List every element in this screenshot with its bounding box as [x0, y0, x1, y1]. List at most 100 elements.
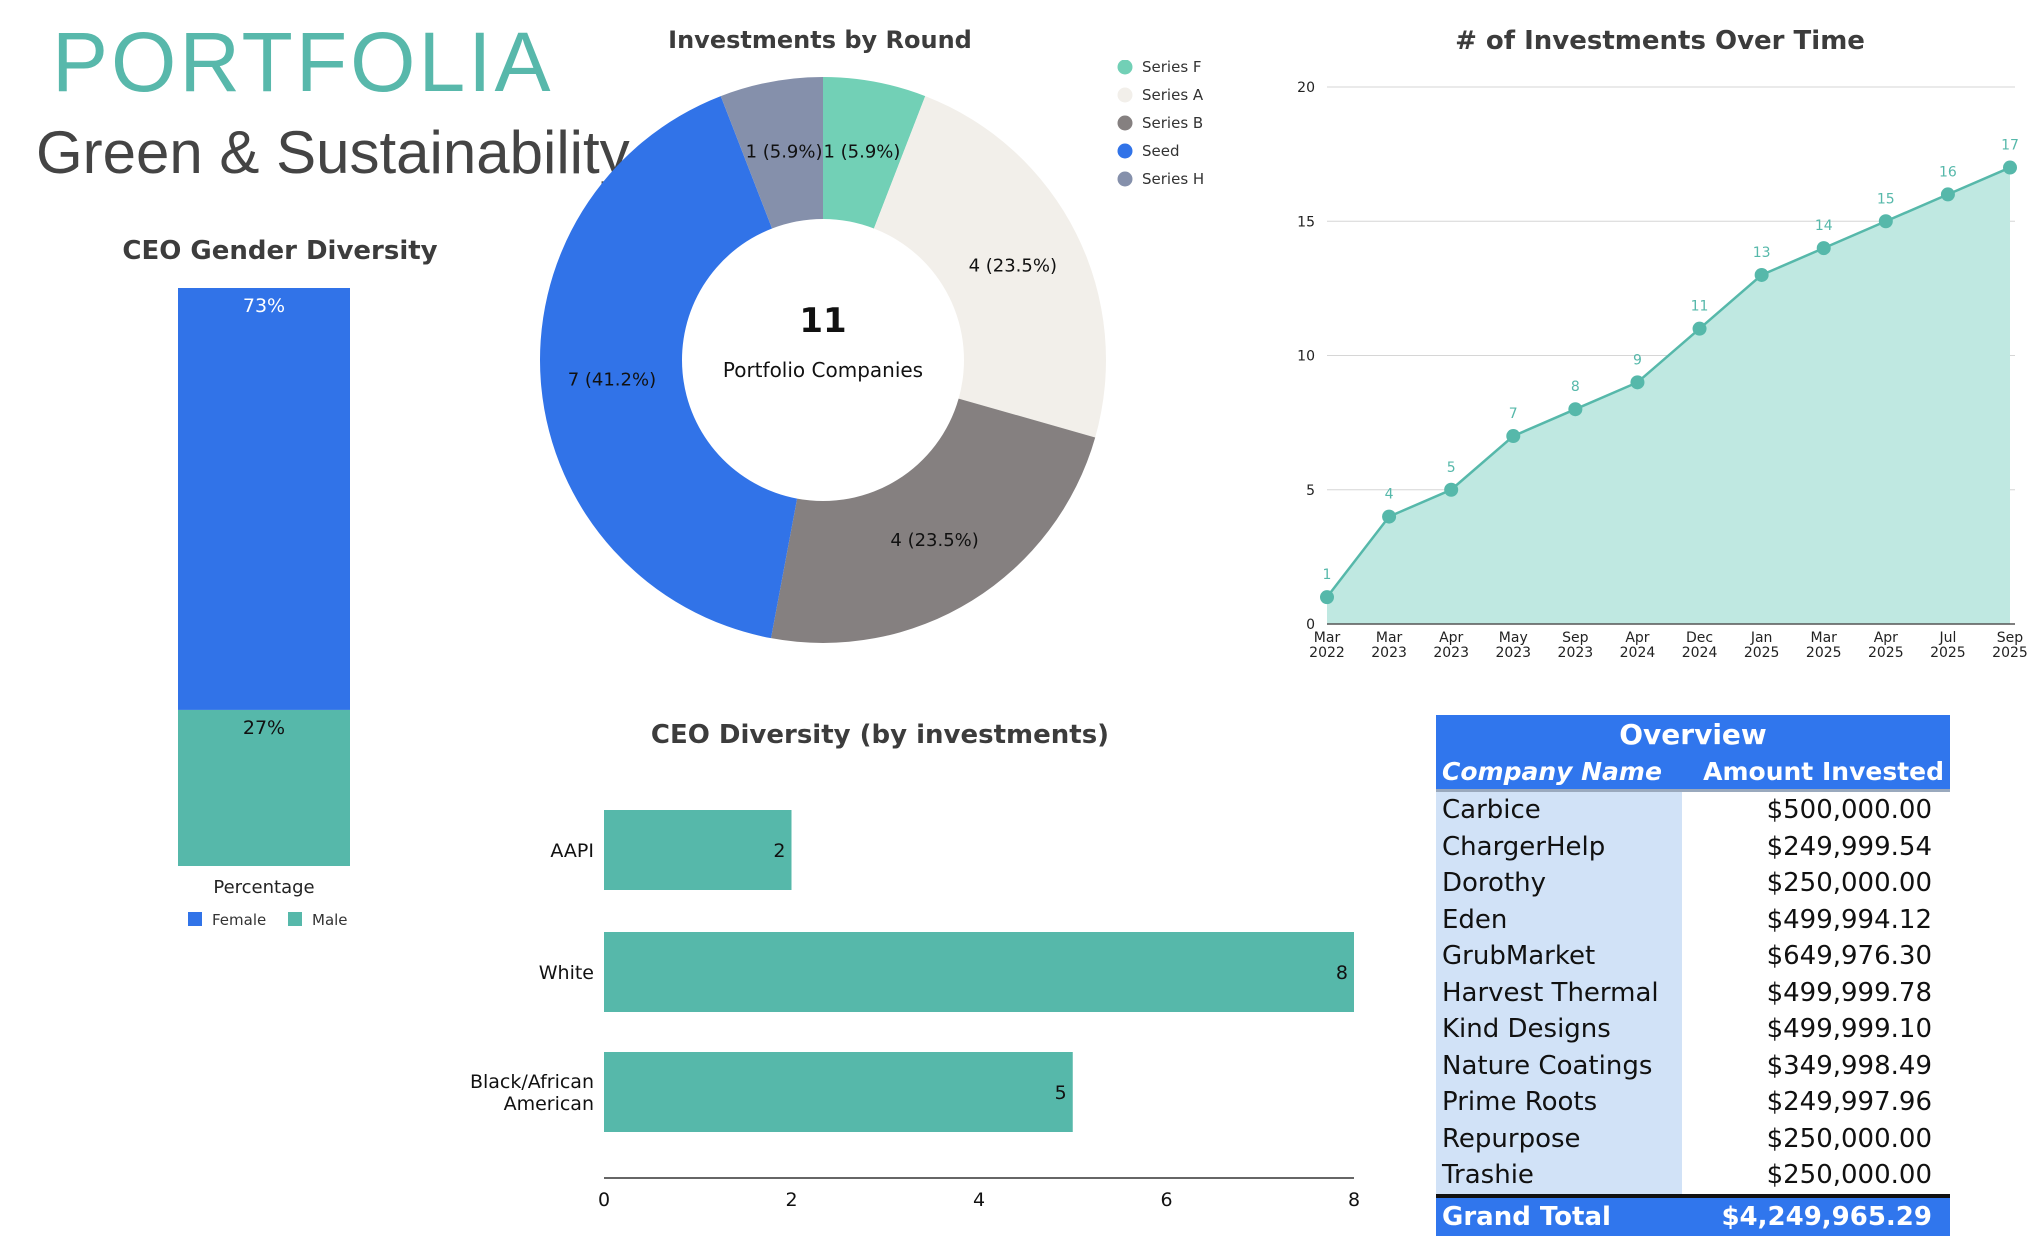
x-tick-label-month: Jan: [1750, 630, 1773, 646]
amount-invested-cell: $250,000.00: [1681, 865, 1950, 902]
data-point: [1568, 402, 1583, 417]
x-tick-label-year: 2023: [1495, 645, 1531, 661]
ceo-diversity-chart-title: CEO Diversity (by investments): [650, 720, 1110, 750]
data-label: 5: [1447, 460, 1456, 476]
amount-invested-cell: $499,999.78: [1681, 974, 1950, 1011]
legend-dot-series-b: [1117, 115, 1133, 131]
x-tick-label-month: Mar: [1314, 630, 1341, 646]
series-line: [1326, 166, 2011, 598]
amount-invested-cell: $499,999.10: [1681, 1011, 1950, 1048]
legend-dot-series-f: [1117, 60, 1133, 75]
column-header-company: Company Name: [1442, 756, 1662, 786]
data-point: [1878, 214, 1893, 229]
table-row: Dorothy $250,000.00: [1436, 865, 1950, 902]
round-donut-chart: 1 (5.9%) 4 (23.5%) 4 (23.5%) 7 (41.2%) 1 (5.…: [539, 60, 1204, 643]
amount-invested-cell: $349,998.49: [1681, 1047, 1950, 1084]
y-tick-label: 15: [1297, 214, 1315, 230]
data-point: [1506, 429, 1521, 444]
table-row: Nature Coatings $349,998.49: [1436, 1047, 1950, 1084]
data-point: [1816, 241, 1831, 256]
bar-value-label: 5: [1055, 1082, 1067, 1104]
x-tick-label-year: 2022: [1309, 645, 1345, 661]
x-tick-label-month: Dec: [1686, 630, 1713, 646]
data-point: [1444, 482, 1459, 497]
x-tick-label-year: 2023: [1433, 645, 1469, 661]
bar-value-label: 2: [773, 840, 785, 862]
legend-dot-series-a: [1117, 87, 1133, 103]
legend-label-series-h: Series H: [1142, 170, 1204, 188]
company-name-cell: Repurpose: [1436, 1120, 1682, 1157]
x-tick-label-year: 2025: [1930, 645, 1966, 661]
company-name-cell: Harvest Thermal: [1436, 974, 1682, 1011]
x-tick-label-month: Jul: [1938, 630, 1956, 646]
legend-label-female: Female: [212, 911, 266, 929]
x-tick-label-month: Apr: [1625, 630, 1649, 646]
donut-slice-series-b: [770, 398, 1096, 643]
table-row: Prime Roots $249,997.96: [1436, 1084, 1950, 1121]
donut-slice-label: 4 (23.5%): [890, 530, 978, 551]
area-fill: [1327, 167, 2010, 625]
gender-x-tick-label: Percentage: [213, 877, 314, 898]
timeline-chart-title: # of Investments Over Time: [1455, 26, 1865, 56]
y-tick-label: 0: [1306, 617, 1315, 633]
x-tick-label: 8: [1348, 1189, 1360, 1211]
data-label: 17: [2001, 138, 2019, 154]
bar-aapi: [604, 810, 792, 890]
data-label: 9: [1633, 352, 1642, 368]
donut-slice-label: 4 (23.5%): [969, 256, 1057, 277]
grand-total-amount: $4,249,965.29: [1681, 1193, 1950, 1236]
legend-label-series-a: Series A: [1142, 86, 1204, 104]
x-tick-label-year: 2025: [1992, 645, 2028, 661]
legend-label-seed: Seed: [1142, 142, 1180, 160]
data-label: 13: [1753, 245, 1771, 261]
investments-over-time-chart: 051015201Mar20224Mar20235Apr20237May2023…: [1297, 80, 2028, 661]
data-point: [1320, 590, 1334, 605]
donut-center-value: 11: [799, 301, 846, 341]
donut-slice-seed: [539, 96, 798, 639]
table-row: GrubMarket $649,976.30: [1436, 938, 1950, 975]
gender-data-label: 73%: [243, 295, 285, 317]
grand-total-label: Grand Total: [1436, 1193, 1682, 1236]
x-tick-label-year: 2025: [1806, 645, 1842, 661]
donut-slice-series-a: [873, 96, 1106, 438]
category-label: AAPI: [550, 840, 594, 862]
company-name-cell: Nature Coatings: [1436, 1047, 1682, 1084]
bar-black-african-american: [604, 1052, 1073, 1132]
company-name-cell: ChargerHelp: [1436, 828, 1682, 865]
gender-chart-title: CEO Gender Diversity: [122, 236, 438, 266]
brand-logo: PORTFOLIA: [52, 15, 554, 109]
data-point: [1754, 267, 1769, 282]
company-name-cell: Eden: [1436, 901, 1682, 938]
x-tick-label-year: 2025: [1744, 645, 1780, 661]
data-label: 7: [1509, 406, 1518, 422]
category-label: White: [539, 962, 594, 984]
x-tick-label-month: Apr: [1439, 630, 1463, 646]
donut-center-label: Portfolio Companies: [723, 358, 923, 382]
data-label: 15: [1877, 191, 1895, 207]
y-tick-label: 5: [1306, 483, 1315, 499]
data-point: [1692, 321, 1707, 336]
overview-title: Overview: [1619, 717, 1767, 751]
x-tick-label-month: Sep: [1997, 630, 2024, 646]
legend-dot-series-h: [1117, 171, 1133, 187]
legend-swatch-male: [288, 912, 302, 926]
company-name-cell: Kind Designs: [1436, 1011, 1682, 1048]
x-tick-label-year: 2023: [1558, 645, 1594, 661]
legend-label-male: Male: [312, 911, 348, 929]
x-tick-label-year: 2024: [1682, 645, 1718, 661]
x-tick-label: 4: [973, 1189, 985, 1211]
table-row: Carbice $500,000.00: [1436, 792, 1950, 829]
donut-slice-label: 1 (5.9%): [823, 142, 900, 163]
gender-bar-male: [178, 709, 350, 866]
round-chart-title: Investments by Round: [668, 26, 972, 54]
y-tick-label: 20: [1297, 80, 1315, 96]
company-name-cell: Prime Roots: [1436, 1084, 1682, 1121]
bar-white: [604, 932, 1354, 1012]
x-tick-label: 6: [1160, 1189, 1172, 1211]
amount-invested-cell: $500,000.00: [1681, 792, 1950, 829]
x-tick-label-year: 2023: [1371, 645, 1407, 661]
amount-invested-cell: $249,997.96: [1681, 1084, 1950, 1121]
data-point: [1630, 375, 1645, 390]
company-name-cell: Carbice: [1436, 792, 1682, 829]
